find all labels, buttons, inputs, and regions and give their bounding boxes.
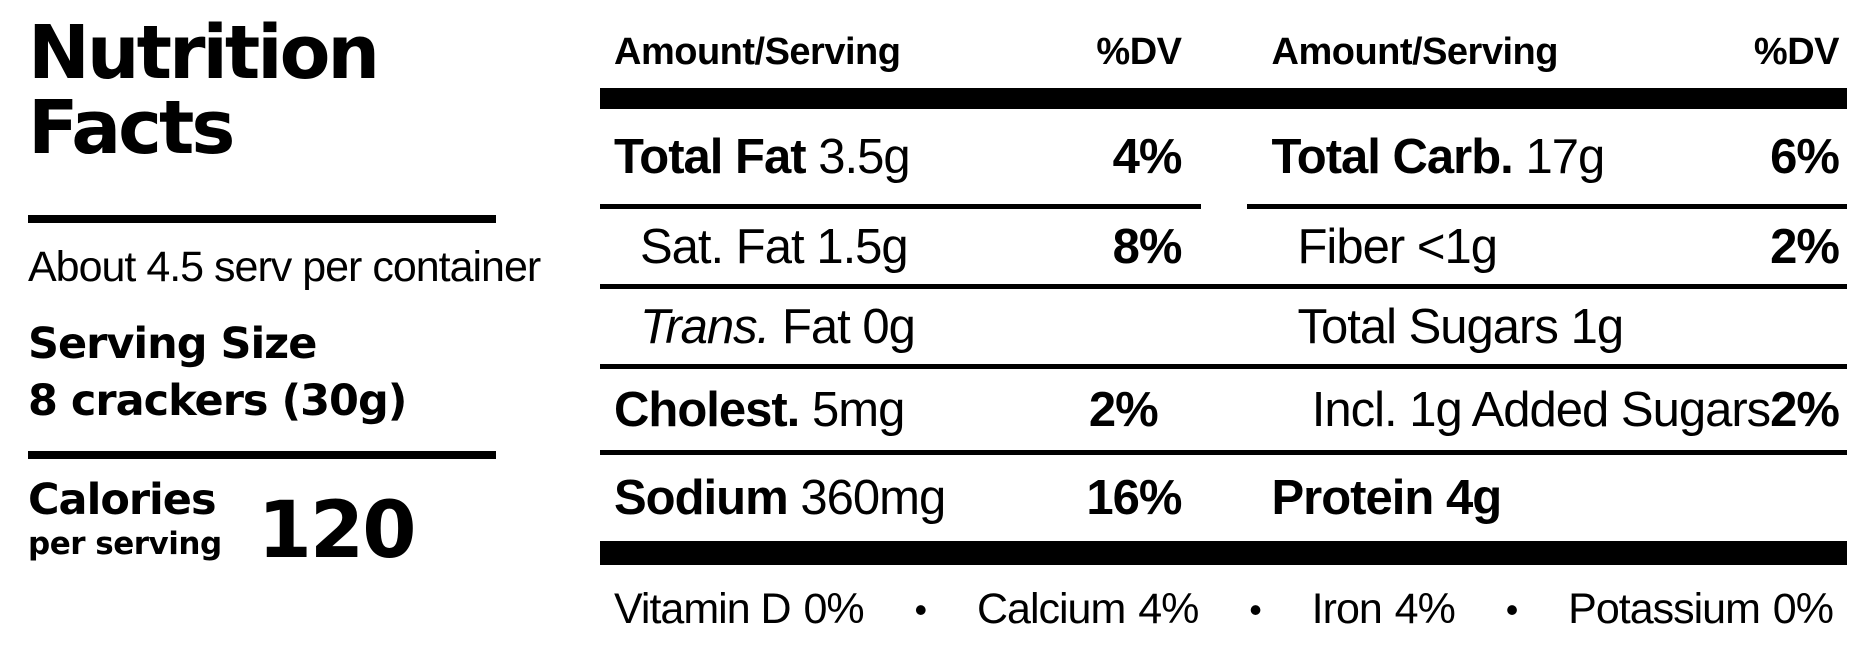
- servings-per-container: About 4.5 serv per container: [28, 242, 541, 291]
- nutrient-dv: 2%: [1770, 382, 1840, 437]
- nutrition-facts-title: Nutrition Facts: [28, 10, 380, 172]
- table-header: Amount/Serving %DV Amount/Serving %DV: [600, 0, 1847, 88]
- nutrient-dv: 2%: [1088, 382, 1159, 437]
- nutrient-row-3: Trans. Fat 0g Total Sugars 1g: [600, 289, 1847, 364]
- micronutrients-row: Vitamin D 0% • Calcium 4% • Iron 4% • Potas…: [600, 565, 1847, 654]
- header-cell-right: Amount/Serving %DV: [1262, 31, 1848, 88]
- nutrient-name-amount: Cholest. 5mg: [614, 382, 905, 437]
- thin-divider: [600, 284, 1847, 289]
- nutrient-dv: 8%: [1112, 219, 1183, 274]
- thick-divider-bottom: [600, 541, 1847, 565]
- nutrient-dv: 16%: [1086, 471, 1182, 525]
- calories-labels: Calories per serving: [28, 477, 222, 563]
- nutrient-name-amount: Total Sugars 1g: [1297, 299, 1625, 354]
- header-cell-left: Amount/Serving %DV: [600, 31, 1216, 88]
- calories-sub-label: per serving: [28, 525, 222, 562]
- sodium-cell: Sodium 360mg 16%: [600, 455, 1216, 541]
- total-sugars-cell: Total Sugars 1g: [1262, 289, 1848, 364]
- total-fat-cell: Total Fat 3.5g 4%: [600, 109, 1216, 204]
- header-percent-dv: %DV: [1753, 31, 1840, 73]
- serving-size-label: Serving Size: [28, 318, 317, 369]
- header-amount-serving: Amount/Serving: [1271, 31, 1559, 73]
- bullet-separator: •: [1505, 588, 1519, 630]
- fiber-cell: Fiber <1g 2%: [1262, 209, 1848, 284]
- micronutrient-vitamin-d: Vitamin D 0%: [614, 585, 865, 633]
- nutrient-dv: 6%: [1770, 129, 1840, 184]
- trans-fat-cell: Trans. Fat 0g: [600, 289, 1216, 364]
- title-divider: [28, 214, 496, 223]
- nutrient-dv: 4%: [1112, 129, 1183, 184]
- nutrient-row-5: Sodium 360mg 16% Protein 4g: [600, 455, 1847, 541]
- calories-divider: [28, 451, 496, 460]
- micronutrient-calcium: Calcium 4%: [976, 585, 1199, 633]
- micronutrient-iron: Iron 4%: [1311, 585, 1456, 633]
- nutrient-table: Amount/Serving %DV Amount/Serving %DV To…: [600, 0, 1847, 654]
- micronutrient-potassium: Potassium 0%: [1568, 585, 1834, 633]
- nutrient-name-amount: Fiber <1g: [1297, 219, 1499, 274]
- serving-size: Serving Size 8 crackers (30g): [28, 316, 600, 430]
- header-percent-dv: %DV: [1096, 31, 1182, 73]
- nutrient-name-amount: Trans. Fat 0g: [640, 299, 916, 354]
- divider-segment: [1246, 204, 1847, 209]
- divider-segment: [600, 204, 1201, 209]
- serving-size-value: 8 crackers (30g): [28, 375, 407, 426]
- thin-divider: [600, 450, 1847, 455]
- bullet-separator: •: [914, 588, 928, 630]
- calories-label: Calories: [28, 475, 217, 526]
- total-carb-cell: Total Carb. 17g 6%: [1262, 109, 1848, 204]
- nutrient-row-4: Cholest. 5mg 2% Incl. 1g Added Sugars 2%: [600, 369, 1847, 450]
- thin-divider: [600, 364, 1847, 369]
- nutrient-row-1: Total Fat 3.5g 4% Total Carb. 17g 6%: [600, 109, 1847, 204]
- bullet-separator: •: [1249, 588, 1262, 630]
- calories-value: 120: [257, 485, 417, 576]
- nutrient-name-amount: Sat. Fat 1.5g: [640, 219, 909, 274]
- thin-divider-split: [600, 204, 1847, 209]
- nutrient-row-2: Sat. Fat 1.5g 8% Fiber <1g 2%: [600, 209, 1847, 284]
- nutrient-name-amount: Sodium 360mg: [614, 471, 946, 525]
- protein-cell: Protein 4g: [1262, 455, 1848, 541]
- nutrient-name-amount: Total Fat 3.5g: [614, 129, 911, 184]
- header-amount-serving: Amount/Serving: [614, 31, 901, 73]
- nutrient-name-amount: Incl. 1g Added Sugars: [1311, 382, 1771, 437]
- nutrient-name-amount: Total Carb. 17g: [1271, 129, 1606, 184]
- cholesterol-cell: Cholest. 5mg 2%: [600, 369, 1192, 450]
- nutrient-name-amount: Protein 4g: [1271, 471, 1503, 525]
- sat-fat-cell: Sat. Fat 1.5g 8%: [600, 209, 1216, 284]
- calories-section: Calories per serving 120: [28, 477, 600, 576]
- nutrient-dv: 2%: [1770, 219, 1840, 274]
- thick-divider-top: [600, 88, 1847, 109]
- added-sugars-cell: Incl. 1g Added Sugars 2%: [1238, 369, 1847, 450]
- label-left-panel: Nutrition Facts About 4.5 serv per conta…: [28, 0, 600, 654]
